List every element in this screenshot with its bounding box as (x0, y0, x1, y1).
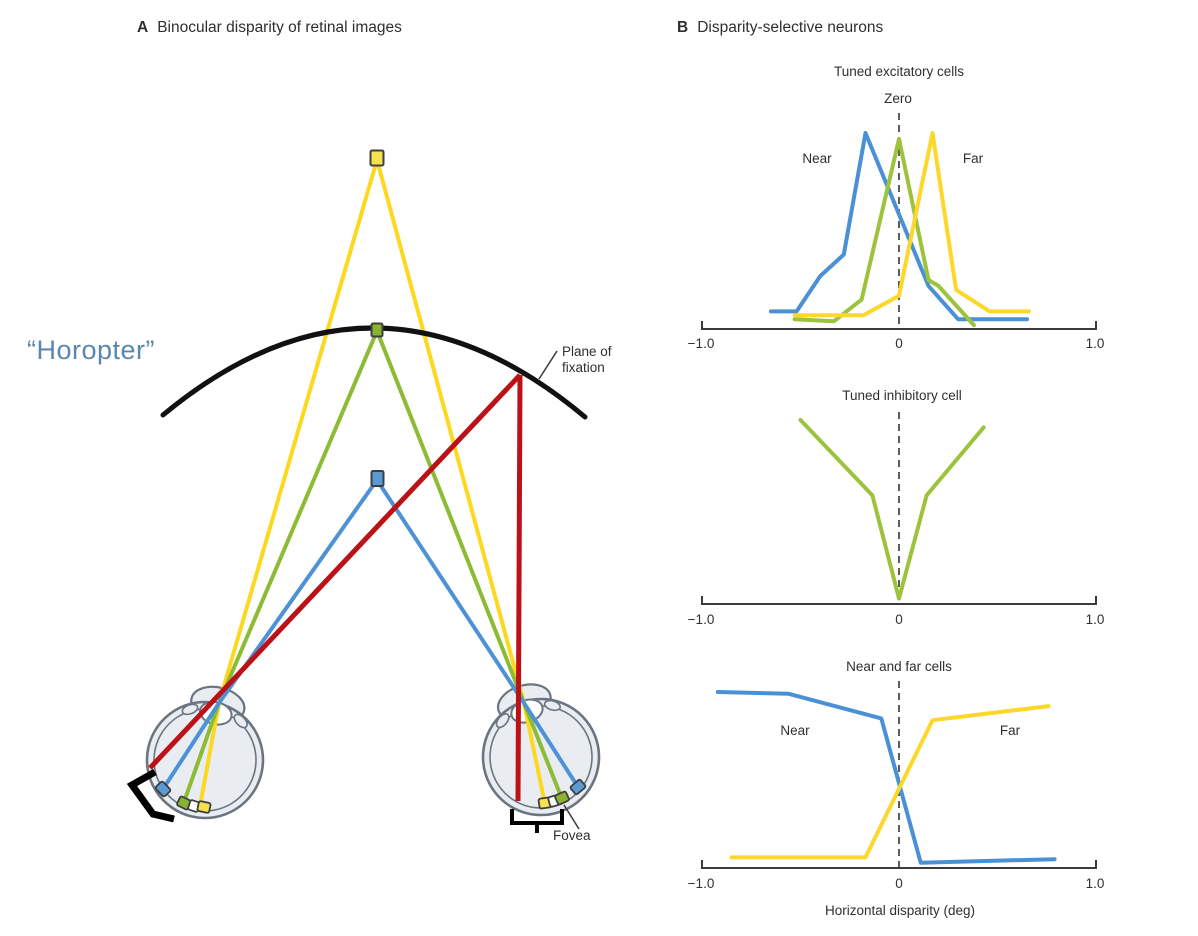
plot1-zero-label: Zero (884, 91, 912, 106)
right-retina-fovea-green-patch (554, 790, 570, 806)
plot1-curve-zero (792, 136, 976, 328)
plot1-near-label: Near (802, 151, 832, 166)
plot2-x-axis (701, 596, 1097, 605)
plane-of-fixation-line2: fixation (562, 359, 605, 375)
plot3-x-axis (701, 860, 1097, 869)
plot2-xtick-1: 1.0 (1085, 612, 1105, 627)
plot2-xtick-neg1: −1.0 (687, 612, 715, 627)
left-retina-yellow-patch (196, 800, 212, 814)
plane-of-fixation-leader-line (538, 350, 558, 380)
plane-of-fixation-label: Plane of fixation (562, 344, 612, 375)
plane-of-fixation-line1: Plane of (562, 344, 612, 359)
left-retina-blue-patch (154, 780, 172, 798)
plot1-xtick-0: 0 (895, 336, 903, 351)
left-retina-disparity-bracket (126, 768, 175, 823)
plot3-curve-near (715, 690, 1057, 865)
left-eye-ciliary-right (233, 713, 248, 729)
plot2-curve-tuned-inhibitory (798, 418, 986, 601)
panel-b-title: Disparity-selective neurons (697, 19, 884, 36)
far-object-yellow-square (369, 149, 385, 167)
fovea-label: Fovea (553, 828, 591, 843)
plot3-near-label: Near (780, 723, 810, 738)
right-retina-blue-patch (569, 778, 587, 796)
plot3-curve-far (729, 704, 1051, 860)
panel-b-letter: B (677, 19, 689, 36)
plot2-title: Tuned inhibitory cell (842, 388, 962, 403)
plot3-title: Near and far cells (846, 659, 952, 674)
right-retina-fovea-bracket (510, 809, 564, 833)
tuning-curve-charts (701, 113, 1097, 869)
plot1-far-label: Far (962, 151, 984, 166)
plot1-curve-near (769, 131, 1029, 322)
panel-a-title: Binocular disparity of retinal images (157, 19, 402, 36)
panel-b-header: B Disparity-selective neurons (677, 19, 883, 37)
right-eye-ciliary-left (495, 713, 510, 729)
plot1-title: Tuned excitatory cells (833, 64, 965, 79)
left-eye-ciliary-left (181, 703, 199, 716)
plot3-xtick-1: 1.0 (1085, 876, 1105, 891)
plot1-xtick-neg1: −1.0 (687, 336, 715, 351)
plot3-far-label: Far (999, 723, 1021, 738)
plot1-x-axis (701, 321, 1097, 330)
horopter-annotation: “Horopter” (27, 335, 156, 365)
panel-a-header: A Binocular disparity of retinal images (137, 19, 402, 37)
right-eye-ciliary-right (543, 699, 562, 712)
plot3-xaxis-label: Horizontal disparity (deg) (824, 903, 976, 918)
ray-blue-left (161, 478, 379, 791)
plot2-xtick-0: 0 (895, 612, 903, 627)
ray-green-right (375, 330, 564, 800)
near-object-blue-square (370, 470, 385, 487)
ray-red-left (148, 373, 522, 770)
plot3-xtick-0: 0 (895, 876, 903, 891)
panel-a-letter: A (137, 19, 149, 36)
retinal-patches (154, 778, 587, 814)
ray-blue-right (375, 478, 580, 789)
plot3-xtick-neg1: −1.0 (687, 876, 715, 891)
fovea-leader-line (563, 804, 580, 830)
plot1-xtick-1: 1.0 (1085, 336, 1105, 351)
ray-red-right (515, 374, 523, 802)
fixation-object-green-square (370, 322, 384, 338)
plot1-curve-far (792, 131, 1031, 318)
